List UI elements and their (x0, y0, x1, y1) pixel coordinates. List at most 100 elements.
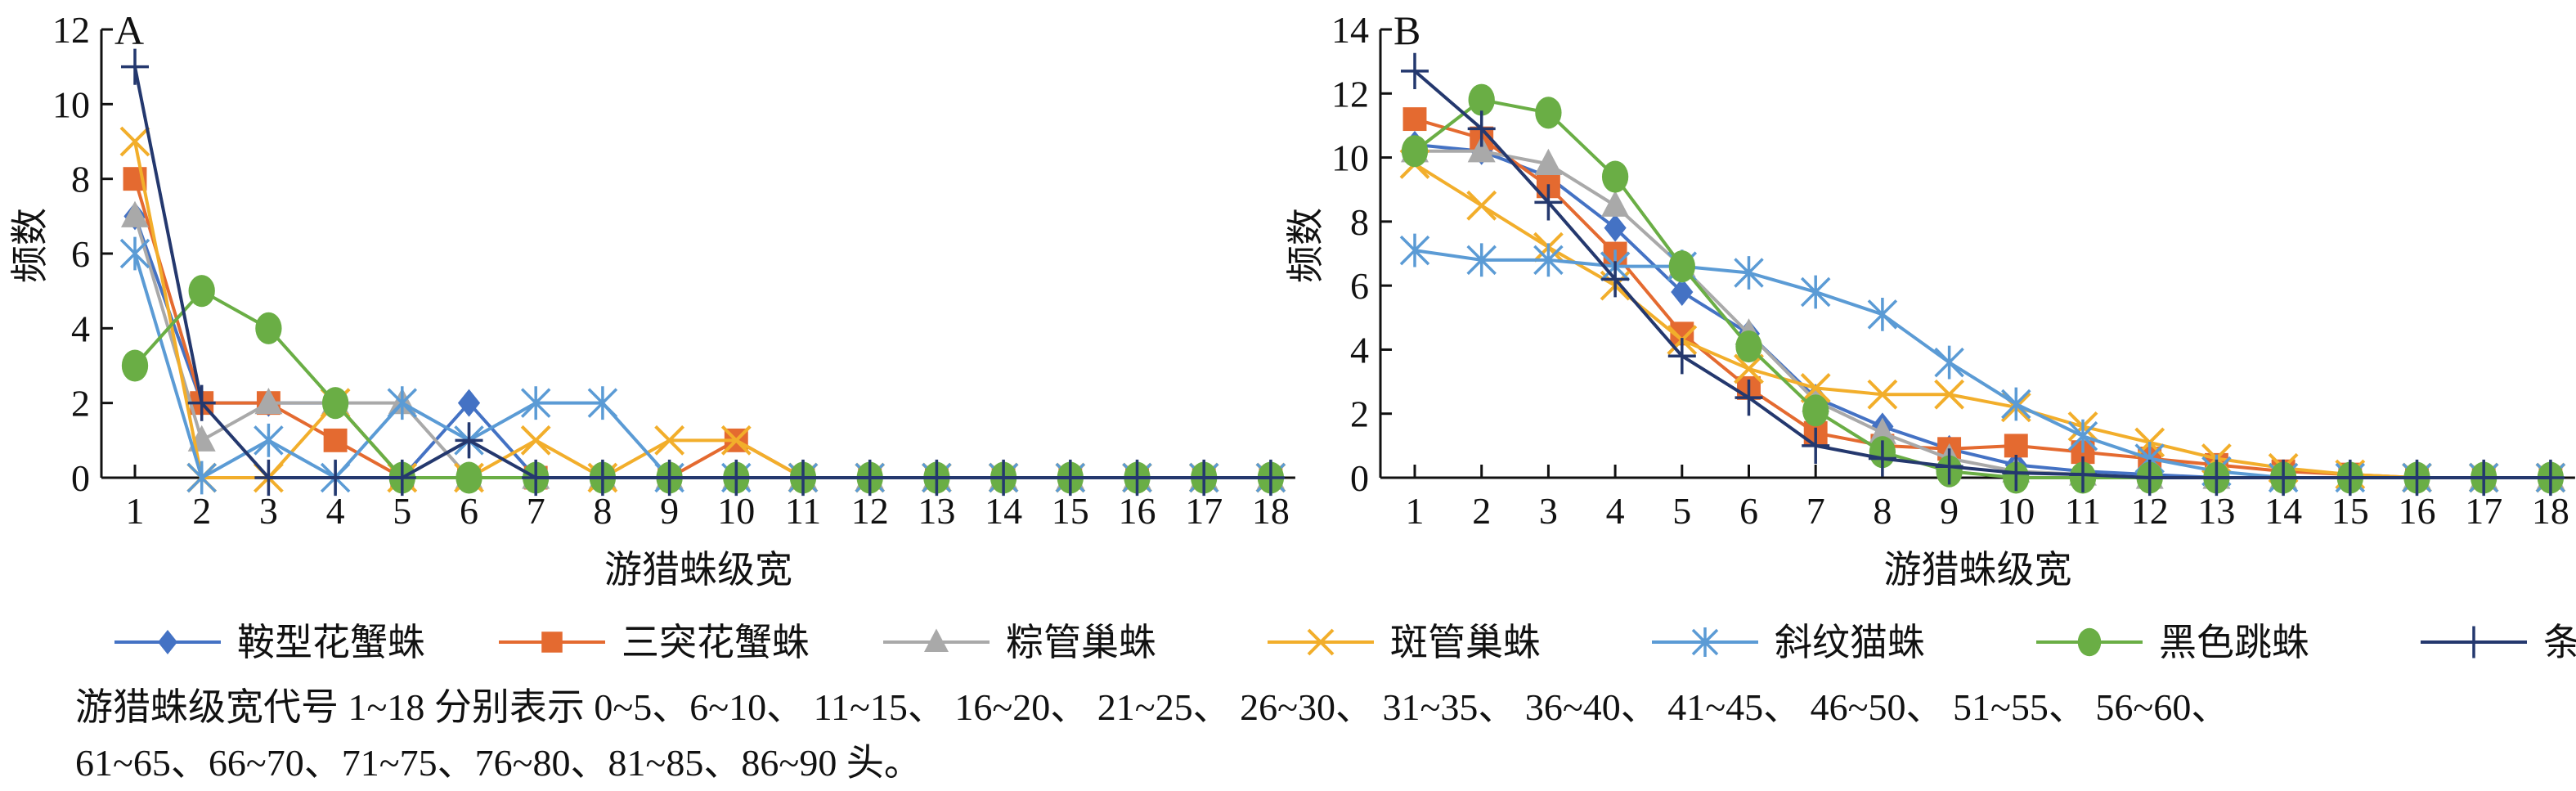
marker-plus (655, 459, 684, 497)
marker-triangle (1601, 190, 1630, 217)
marker-x (1867, 379, 1898, 410)
legend-label: 黑色跳蛛 (2159, 622, 2309, 663)
marker-square (323, 428, 348, 452)
footnote-line-2: 61~65、66~70、71~75、76~80、81~85、86~90 头。 (75, 742, 922, 784)
marker-plus (1735, 380, 1763, 416)
x-tick-label: 16 (1119, 490, 1156, 532)
marker-plus (2269, 459, 2298, 497)
marker-plus (121, 48, 149, 85)
series-line (1413, 70, 2551, 479)
y-axis-label: 频数 (9, 208, 51, 283)
series-3 (1401, 136, 2565, 489)
marker-x (1800, 372, 1831, 403)
x-tick-label: 17 (1185, 490, 1223, 532)
marker-circle (321, 387, 349, 420)
x-tick-label: 9 (1940, 490, 1959, 532)
x-tick-label: 7 (1806, 490, 1825, 532)
marker-plus (855, 459, 884, 497)
legend-label: 三突花蟹蛛 (622, 622, 810, 663)
marker-plus (1935, 448, 1963, 485)
marker-square (2004, 434, 2028, 458)
marker-x (520, 425, 551, 456)
marker-plus (2202, 459, 2231, 497)
y-tick-label: 0 (1350, 457, 1369, 499)
marker-asterisk (1466, 243, 1497, 277)
marker-triangle (924, 628, 949, 652)
marker-circle (255, 312, 282, 344)
x-tick-label: 3 (259, 490, 278, 532)
marker-plus (254, 459, 283, 497)
marker-asterisk (254, 423, 284, 457)
marker-plus (1123, 459, 1151, 497)
legend-item: 粽管巢蛛 (883, 622, 1156, 663)
legend-label: 斜纹猫蛛 (1775, 622, 1925, 663)
marker-plus (2403, 459, 2431, 497)
legend-label: 斑管巢蛛 (1390, 622, 1541, 663)
marker-plus (1256, 459, 1285, 497)
x-tick-label: 2 (192, 490, 211, 532)
marker-asterisk (1934, 345, 1964, 380)
y-tick-label: 10 (1331, 137, 1369, 179)
x-tick-label: 15 (1052, 490, 1089, 532)
x-tick-label: 8 (1873, 490, 1892, 532)
marker-asterisk (186, 461, 217, 495)
y-tick-label: 6 (71, 233, 90, 275)
series-line (1413, 97, 2551, 479)
marker-circle (1802, 394, 1829, 427)
marker-x (1307, 628, 1335, 656)
x-tick-label: 6 (1739, 490, 1758, 532)
x-tick-label: 9 (660, 490, 679, 532)
x-tick-label: 11 (785, 490, 821, 532)
marker-circle (1468, 83, 1495, 116)
x-tick-label: 4 (326, 490, 345, 532)
marker-plus (2536, 459, 2565, 497)
marker-triangle (121, 200, 149, 227)
marker-triangle (254, 387, 283, 415)
marker-asterisk (119, 236, 150, 271)
marker-asterisk (520, 386, 551, 420)
marker-plus (2069, 456, 2097, 493)
marker-plus (2470, 459, 2498, 497)
marker-x (1734, 353, 1764, 384)
x-tick-label: 14 (985, 490, 1022, 532)
x-tick-label: 14 (2264, 490, 2302, 532)
x-tick-label: 15 (2331, 490, 2369, 532)
y-tick-label: 14 (1331, 9, 1369, 51)
legend-label: 粽管巢蛛 (1006, 622, 1156, 663)
marker-plus (187, 384, 216, 421)
series-7 (1401, 52, 2565, 497)
y-axis-label: 频数 (1285, 208, 1326, 283)
x-tick-label: 16 (2399, 490, 2436, 532)
marker-triangle (1534, 148, 1563, 175)
marker-plus (2336, 459, 2364, 497)
series-line (1414, 249, 2551, 479)
x-tick-label: 7 (527, 490, 545, 532)
series-line (133, 66, 1271, 479)
marker-circle (2077, 627, 2102, 657)
series-line (133, 253, 1271, 480)
x-tick-label: 18 (2532, 490, 2569, 532)
x-tick-label: 1 (1406, 490, 1425, 532)
marker-square (541, 631, 563, 653)
marker-diamond (1604, 213, 1627, 242)
x-tick-label: 5 (393, 490, 411, 532)
y-tick-label: 2 (71, 383, 90, 425)
marker-triangle (1868, 417, 1896, 444)
marker-asterisk (1867, 297, 1898, 331)
x-axis-label: 游猎蛛级宽 (604, 549, 792, 591)
series-4 (119, 126, 1286, 493)
panel-label: B (1393, 7, 1420, 53)
x-tick-label: 5 (1672, 490, 1691, 532)
marker-plus (2135, 459, 2164, 497)
y-tick-label: 2 (1350, 393, 1369, 435)
series-line (1415, 149, 2551, 479)
marker-asterisk (1399, 233, 1430, 267)
marker-plus (1467, 110, 1496, 147)
marker-circle (1535, 97, 1562, 129)
marker-diamond (158, 630, 177, 654)
legend-item: 条纹蝇虎 (2421, 622, 2576, 663)
x-tick-label: 1 (126, 490, 145, 532)
legend-label: 鞍型花蟹蛛 (237, 622, 425, 663)
